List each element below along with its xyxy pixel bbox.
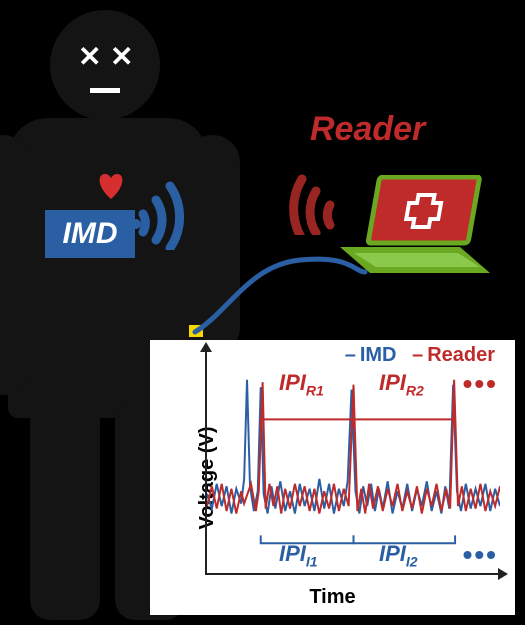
y-axis-arrow <box>200 342 212 352</box>
figure-root: ✕ ✕ IMD Reader <box>0 0 525 625</box>
ipi-r2-label: IPIR2 <box>379 370 424 398</box>
x-axis-label: Time <box>150 586 515 609</box>
plot-area: IPIR1 IPIR2 ••• IPII1 IPII2 ••• <box>205 350 500 575</box>
ipi-bracket <box>261 419 354 427</box>
ipi-bracket <box>354 419 456 427</box>
ipi-bottom-dots: ••• <box>463 539 498 571</box>
x-axis-arrow <box>498 568 508 580</box>
ipi-i2-label: IPII2 <box>379 541 418 569</box>
plot-svg <box>207 350 500 573</box>
ipi-r1-label: IPIR1 <box>279 370 324 398</box>
ipi-i1-label: IPII1 <box>279 541 318 569</box>
chart-panel: Voltage (V) Time –IMD –Reader IPIR1 IPIR… <box>150 340 515 615</box>
ipi-top-dots: ••• <box>463 368 498 400</box>
